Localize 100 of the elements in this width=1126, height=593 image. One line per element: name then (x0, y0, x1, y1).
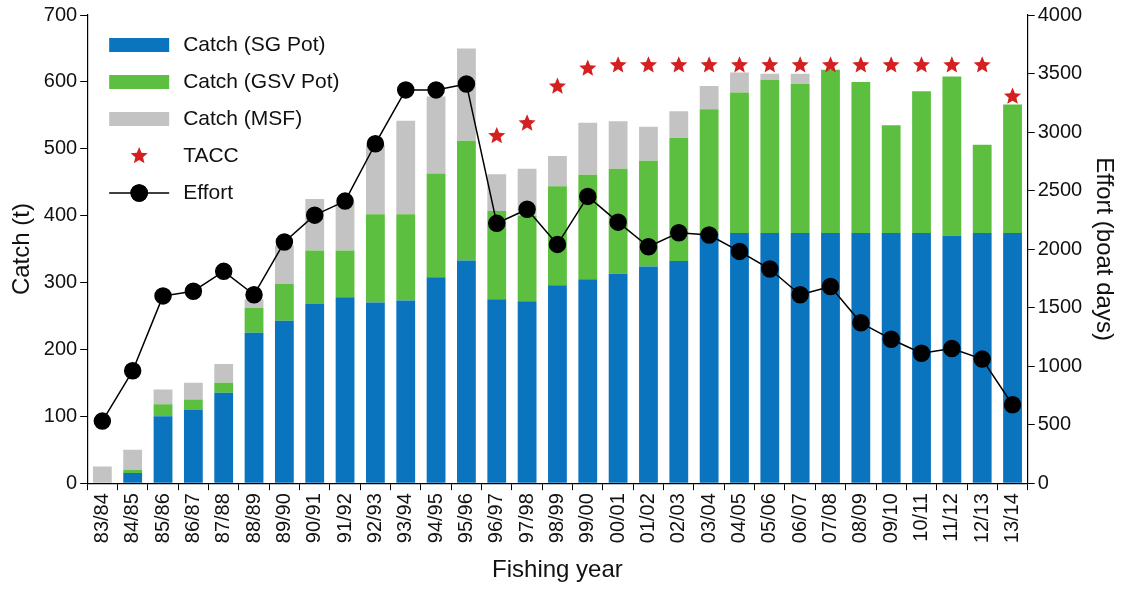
bar (821, 233, 840, 483)
y-tick-label: 700 (43, 2, 78, 25)
point (973, 56, 991, 73)
point (518, 200, 536, 219)
y-tick-label: 100 (43, 403, 78, 426)
bar (821, 69, 840, 234)
y2-tick-label: 1000 (1037, 353, 1083, 376)
y2-tick-label: 4000 (1037, 2, 1083, 25)
bar (699, 109, 719, 234)
legend-label: TACC (183, 142, 239, 166)
bar (487, 299, 507, 483)
bar (365, 302, 385, 483)
x-tick-label: 83/84 (89, 493, 112, 544)
point (912, 56, 931, 73)
point (730, 56, 749, 73)
point (821, 56, 840, 73)
bar (639, 266, 658, 483)
bar (487, 174, 507, 211)
x-tick-label: 84/85 (120, 493, 143, 544)
bar (730, 72, 749, 93)
point (882, 330, 900, 348)
bar (123, 473, 143, 483)
bar (912, 233, 931, 483)
bar (699, 233, 719, 483)
point (275, 233, 294, 251)
point (1003, 87, 1022, 104)
bar (760, 73, 780, 80)
bar (517, 301, 537, 483)
x-tick-label: 01/02 (635, 493, 658, 544)
bar (517, 215, 537, 302)
point (761, 260, 779, 278)
bar (912, 91, 931, 234)
point (943, 339, 961, 358)
bar (396, 214, 416, 301)
point (457, 75, 476, 93)
y-tick-label: 600 (43, 69, 78, 92)
bar (244, 332, 264, 483)
x-tick-label: 02/03 (666, 493, 689, 544)
y-axis-title: Catch (t) (7, 203, 35, 296)
y-tick-label: 500 (43, 136, 78, 159)
x-tick-label: 97/98 (514, 493, 537, 544)
x-tick-label: 07/08 (818, 493, 841, 544)
x-tick-label: 90/91 (302, 493, 325, 544)
point (488, 127, 506, 144)
bar (851, 81, 871, 234)
x-tick-label: 93/94 (393, 493, 416, 544)
bar (548, 285, 567, 483)
bar (760, 79, 780, 234)
point (548, 77, 566, 94)
bar (335, 250, 355, 298)
x-tick-label: 08/09 (848, 493, 871, 544)
x-tick-label: 89/90 (271, 493, 294, 544)
point (518, 114, 536, 131)
bar (669, 138, 689, 262)
bar (183, 382, 203, 400)
y2-tick-label: 2500 (1037, 178, 1083, 201)
bar (760, 233, 780, 483)
y2-tick-label: 3500 (1037, 61, 1083, 84)
point (366, 134, 385, 153)
x-tick-label: 00/01 (605, 493, 628, 544)
bar (426, 173, 446, 278)
point (609, 56, 627, 73)
point (670, 56, 688, 73)
point (579, 59, 597, 76)
bar (244, 307, 264, 333)
point (93, 412, 112, 430)
x-tick-label: 96/97 (484, 493, 507, 544)
x-tick-label: 94/95 (423, 493, 446, 544)
x-tick-label: 04/05 (726, 493, 749, 544)
point (973, 350, 991, 368)
bar (305, 250, 325, 304)
point (488, 214, 506, 233)
bar (669, 261, 689, 483)
y2-axis-title: Effort (boat days) (1091, 157, 1119, 341)
bar (578, 122, 598, 175)
bar (942, 235, 962, 483)
point (396, 81, 415, 99)
bar (730, 92, 749, 234)
x-tick-label: 99/00 (575, 493, 598, 544)
point (245, 285, 263, 304)
bar (426, 96, 446, 174)
bar (214, 382, 234, 393)
bar (214, 364, 234, 383)
bar (274, 320, 294, 483)
point (882, 56, 900, 73)
y-tick-label: 200 (43, 336, 78, 359)
bar (153, 404, 173, 417)
point (123, 362, 142, 380)
x-tick-label: 11/12 (939, 493, 962, 542)
point (791, 56, 809, 73)
x-axis-title: Fishing year (492, 555, 623, 583)
bar (153, 416, 173, 483)
bar (608, 121, 628, 169)
point (214, 262, 233, 281)
y2-tick-label: 500 (1037, 412, 1072, 435)
point (670, 223, 688, 242)
bar (123, 469, 143, 474)
point (852, 56, 870, 73)
bar (365, 144, 385, 215)
x-tick-label: 92/93 (362, 493, 385, 544)
